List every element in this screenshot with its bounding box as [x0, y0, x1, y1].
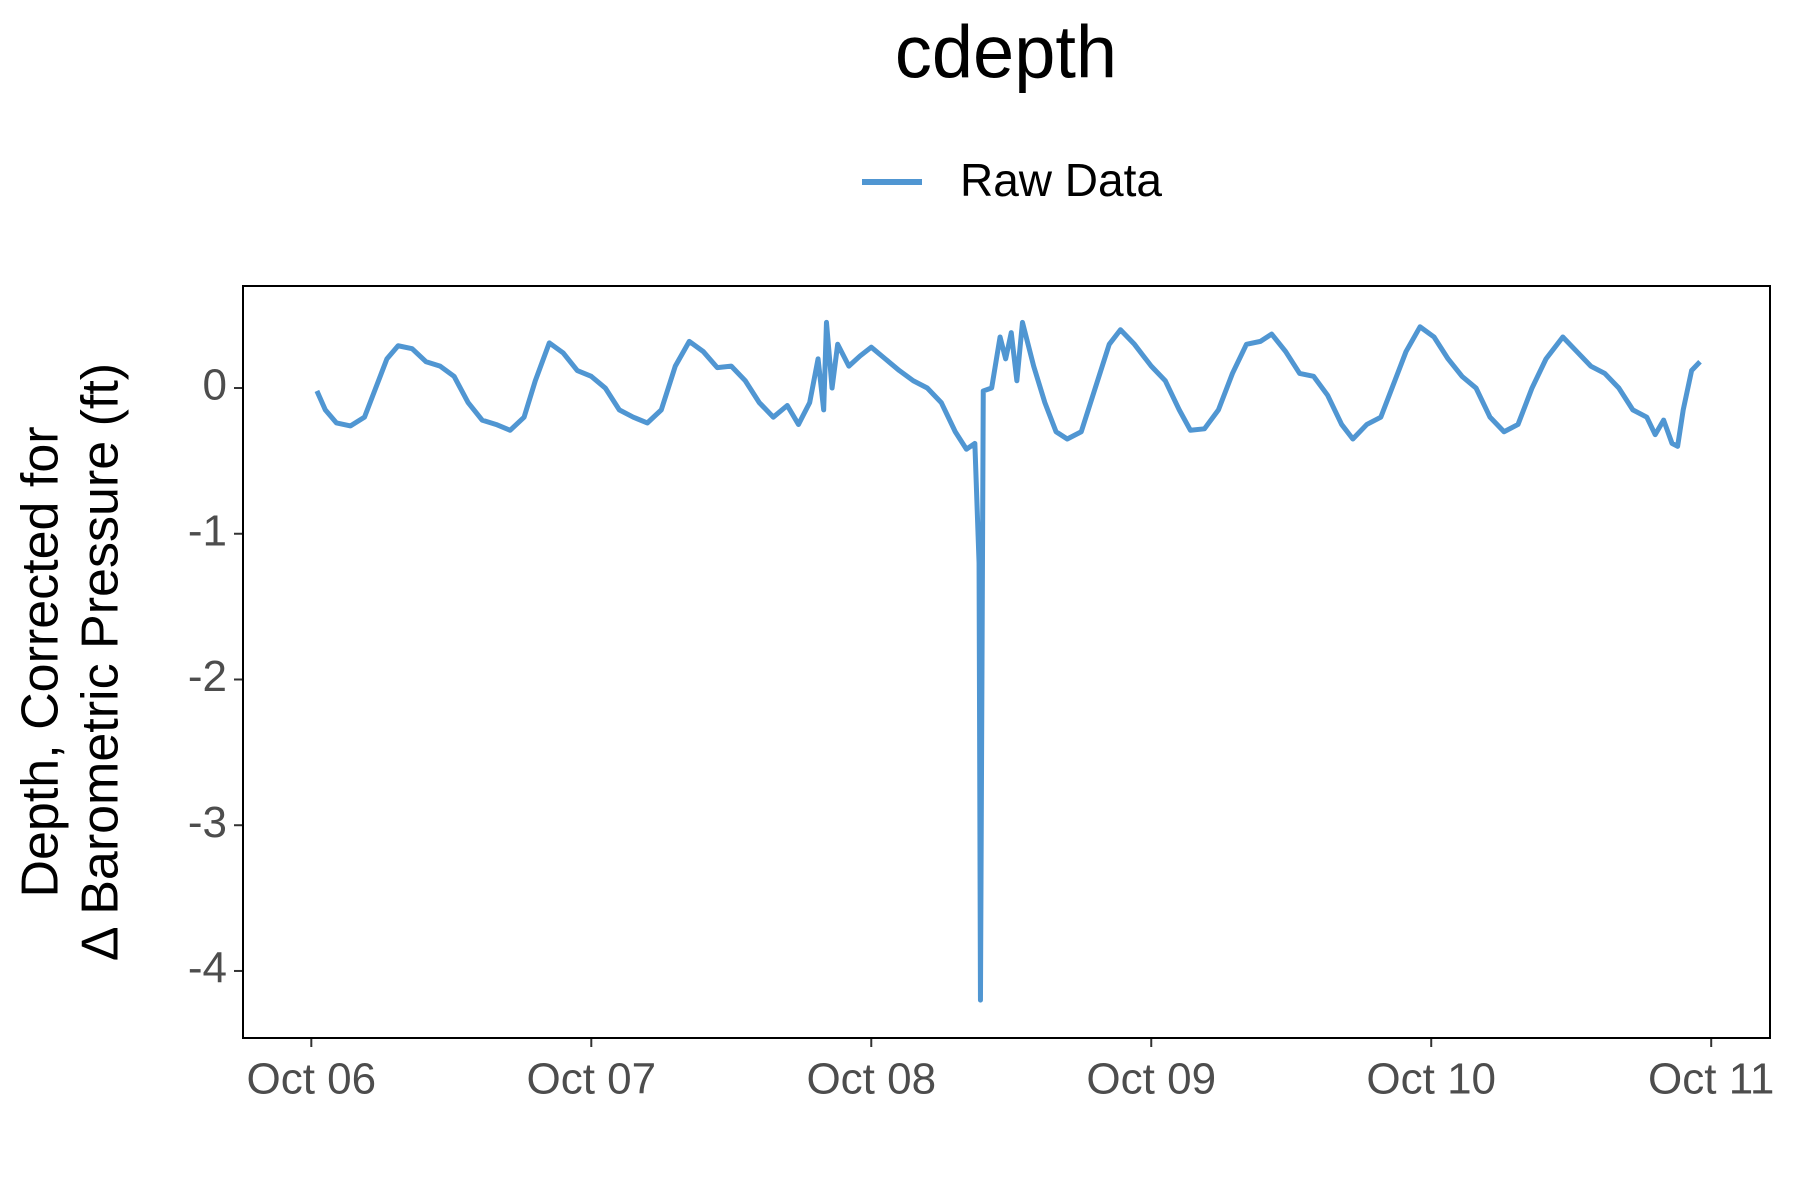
y-tick-label: 0: [203, 361, 227, 410]
y-axis-label: Depth, Corrected for: [12, 426, 70, 897]
data-line: [314, 319, 1702, 1003]
y-axis-label: Δ Barometric Pressure (ft): [72, 363, 130, 961]
x-tick-label: Oct 06: [247, 1055, 377, 1104]
y-tick-label: -1: [188, 506, 227, 555]
x-tick-label: Oct 09: [1086, 1055, 1216, 1104]
x-tick-label: Oct 07: [526, 1055, 656, 1104]
legend-label: Raw Data: [960, 154, 1162, 206]
x-tick-label: Oct 11: [1648, 1055, 1774, 1104]
x-tick-label: Oct 08: [806, 1055, 936, 1104]
plot-frame: [242, 285, 1771, 1039]
y-tick-label: -2: [188, 652, 227, 701]
y-tick-label: -4: [188, 944, 227, 993]
y-tick-label: -3: [188, 798, 227, 847]
chart-title: cdepth: [895, 11, 1117, 94]
x-tick-label: Oct 10: [1366, 1055, 1496, 1104]
